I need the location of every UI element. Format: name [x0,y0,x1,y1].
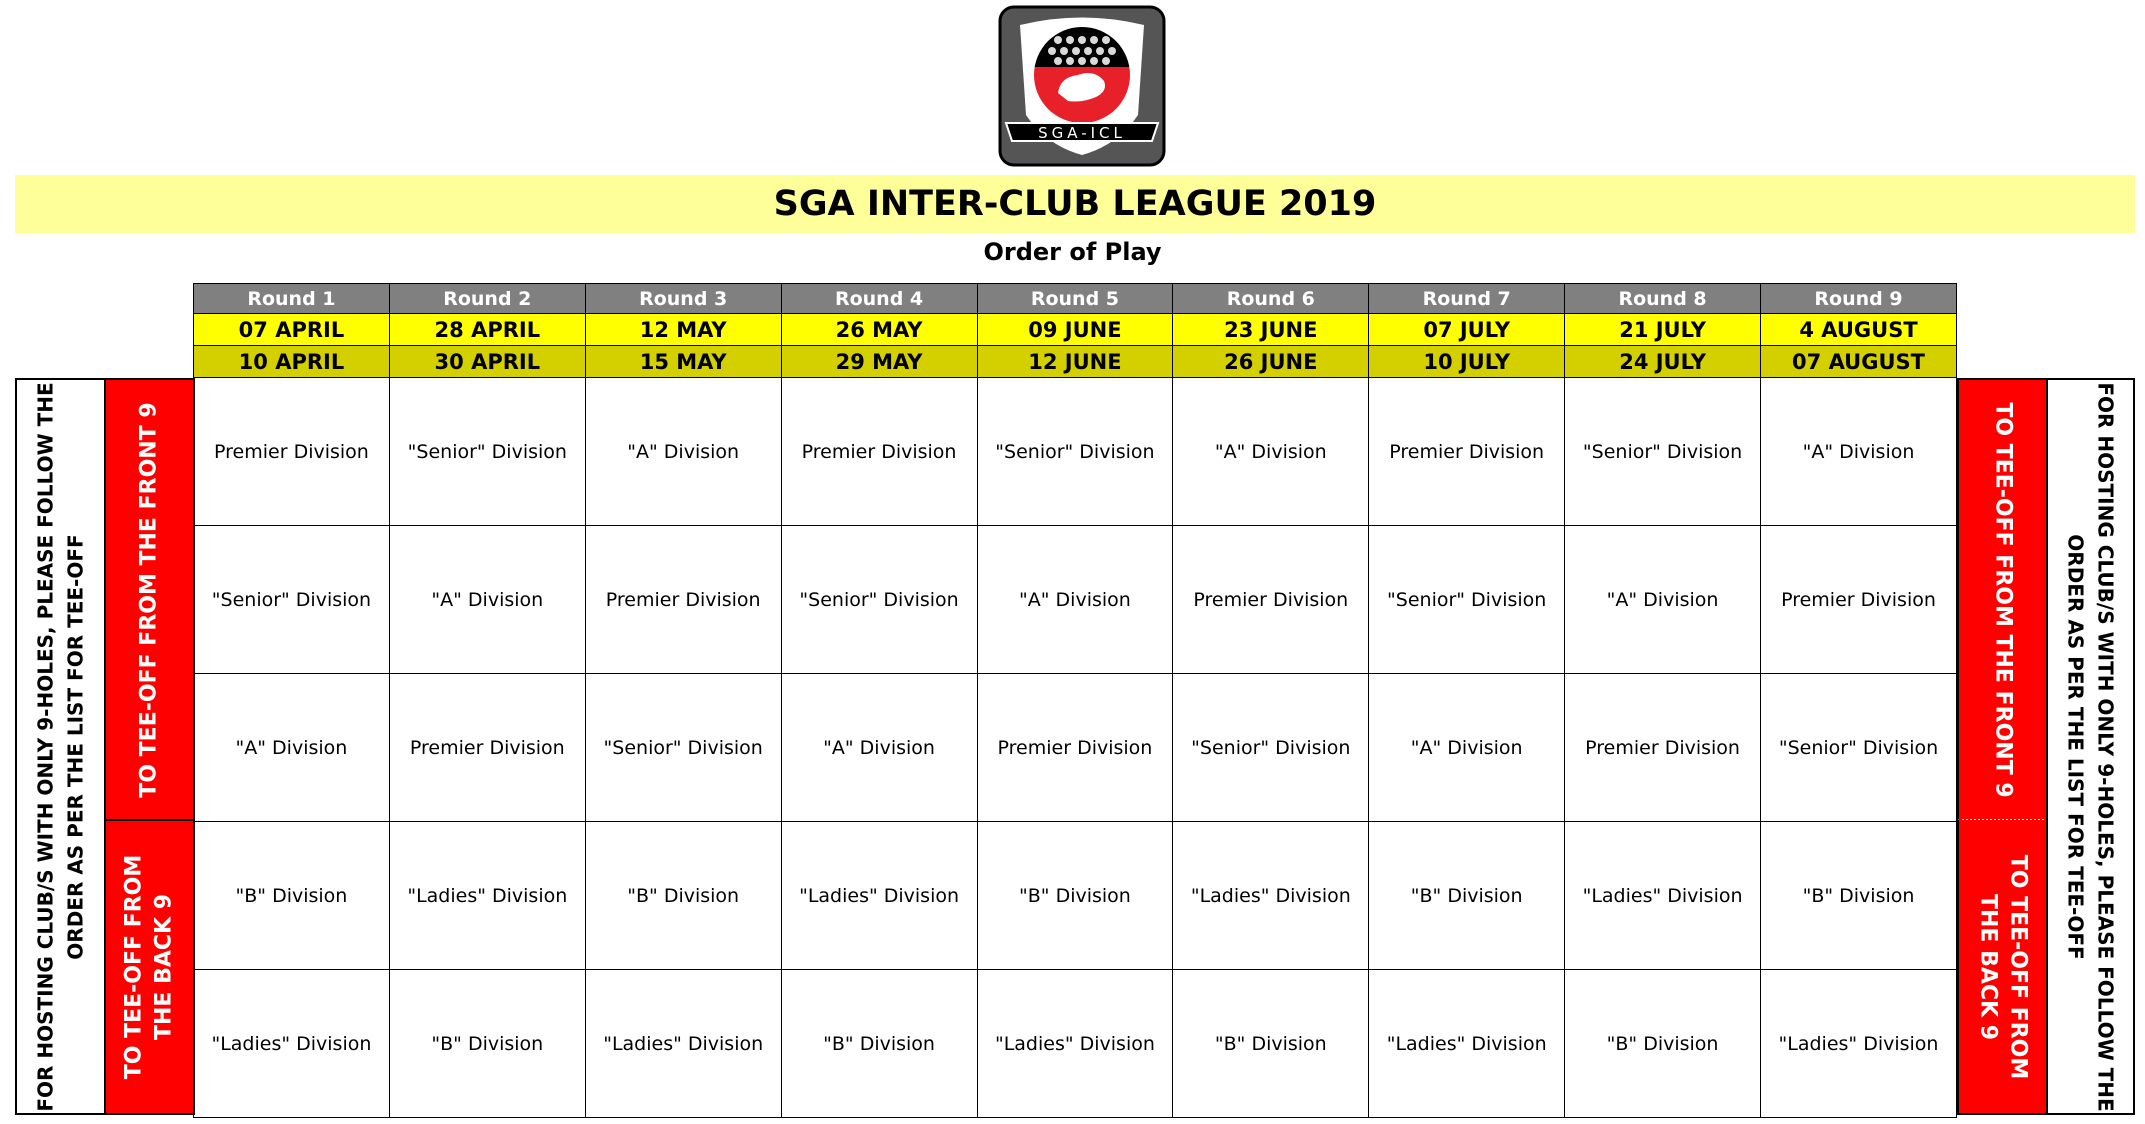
second-date-row-cell: 10 APRIL [193,345,390,378]
table-row-cell: Premier Division [1564,673,1761,822]
page-title: SGA INTER-CLUB LEAGUE 2019 [15,175,2135,233]
second-date-row-cell: 29 MAY [780,345,978,378]
front-nine-label: TO TEE-OFF FROM THE FRONT 9 [104,378,195,821]
table-row-cell: Premier Division [193,377,390,526]
table-row-cell: "A" Division [1368,673,1566,822]
order-of-play-table: Round 1 Round 2 Round 3 Round 4 Round 5 Round… [193,283,1957,1118]
table-row-cell: "A" Division [1760,377,1957,526]
table-row-cell: "B" Division [1172,969,1370,1118]
left-note-line: ORDER AS PER THE LIST FOR TEE-OFF [63,533,88,960]
table-row-cell: "Ladies" Division [780,821,978,970]
table-row-cell: "B" Division [193,821,390,970]
table-row-cell: "Senior" Division [1172,673,1370,822]
table-row-cell: "A" Division [976,525,1174,674]
table-row-cell: Premier Division [976,673,1174,822]
round-header-row-cell: Round 6 [1172,283,1370,314]
table-row-cell: "Senior" Division [193,525,390,674]
table-row-cell: "B" Division [976,821,1174,970]
table-row-cell: "Senior" Division [388,377,586,526]
table-row-cell: Premier Division [780,377,978,526]
round-header-row-cell: Round 7 [1368,283,1566,314]
left-note-line: FOR HOSTING CLUB/S WITH ONLY 9-HOLES, PL… [33,381,58,1112]
round-header-row-cell: Round 5 [976,283,1174,314]
table-row-cell: "Ladies" Division [976,969,1174,1118]
back-label-line: THE BACK 9 [151,893,177,1041]
table-row-cell: "A" Division [780,673,978,822]
table-row-cell: Premier Division [1172,525,1370,674]
sga-icl-logo: SGA-ICL [998,5,1166,167]
table-row-cell: "Senior" Division [780,525,978,674]
back-nine-label-right: TO TEE-OFF FROM THE BACK 9 [1957,820,2048,1115]
second-date-row-cell: 30 APRIL [388,345,586,378]
second-date-row-cell: 24 JULY [1564,345,1761,378]
table-row-cell: Premier Division [1368,377,1566,526]
second-date-row-cell: 12 JUNE [976,345,1174,378]
second-date-row-cell: 07 AUGUST [1760,345,1957,378]
right-note-line: ORDER AS PER THE LIST FOR TEE-OFF [2063,533,2088,960]
right-note-line: FOR HOSTING CLUB/S WITH ONLY 9-HOLES, PL… [2093,381,2118,1112]
back-label-line: TO TEE-OFF FROM [121,854,147,1080]
table-row-cell: "Senior" Division [1760,673,1957,822]
first-date-row-cell: 23 JUNE [1172,313,1370,346]
round-header-row-cell: Round 8 [1564,283,1761,314]
back-label-line: THE BACK 9 [1975,893,2001,1040]
first-date-row-cell: 09 JUNE [976,313,1174,346]
table-row-cell: "Ladies" Division [1172,821,1370,970]
back-nine-label: TO TEE-OFF FROM THE BACK 9 [104,819,195,1115]
second-date-row-cell: 26 JUNE [1172,345,1370,378]
first-date-row-cell: 07 APRIL [193,313,390,346]
first-date-row-cell: 07 JULY [1368,313,1566,346]
round-header-row: Round 1 Round 2 Round 3 Round 4 Round 5 Round… [193,283,1957,314]
first-date-row-cell: 4 AUGUST [1760,313,1957,346]
table-row-cell: "B" Division [388,969,586,1118]
second-date-row-cell: 15 MAY [584,345,782,378]
table-row-cell: "Ladies" Division [1564,821,1761,970]
back-label-line: TO TEE-OFF FROM [2005,854,2031,1079]
round-header-row-cell: Round 2 [388,283,586,314]
table-row: "A" Division Premier Division "Senior" Div… [193,673,1957,822]
first-date-row-cell: 28 APRIL [388,313,586,346]
first-date-row: 07 APRIL 28 APRIL 12 MAY 26 MAY 09 JUNE 23 JU… [193,313,1957,346]
table-row-cell: Premier Division [388,673,586,822]
table-row-cell: "A" Division [1172,377,1370,526]
table-row-cell: "B" Division [1564,969,1761,1118]
table-row-cell: "A" Division [388,525,586,674]
table-row-cell: "Ladies" Division [193,969,390,1118]
right-note: FOR HOSTING CLUB/S WITH ONLY 9-HOLES, PL… [2046,378,2135,1115]
first-date-row-cell: 26 MAY [780,313,978,346]
logo-text: SGA-ICL [1038,124,1126,142]
table-row-cell: Premier Division [1760,525,1957,674]
table-row-cell: "Ladies" Division [584,969,782,1118]
round-header-row-cell: Round 9 [1760,283,1957,314]
table-row-cell: "Senior" Division [1368,525,1566,674]
table-row-cell: "Senior" Division [584,673,782,822]
table-row-cell: "Senior" Division [1564,377,1761,526]
table-row: "B" Division "Ladies" Division "B" Divisio… [193,821,1957,970]
front-nine-label-right: TO TEE-OFF FROM THE FRONT 9 [1957,378,2048,821]
table-row-cell: "B" Division [1760,821,1957,970]
table-row: Premier Division "Senior" Division "A" Div… [193,377,1957,526]
table-row-cell: Premier Division [584,525,782,674]
round-header-row-cell: Round 1 [193,283,390,314]
table-row: "Ladies" Division "B" Division "Ladies" Di… [193,969,1957,1118]
table-row-cell: "B" Division [780,969,978,1118]
table-row: "Senior" Division "A" Division Premier Div… [193,525,1957,674]
table-row-cell: "Senior" Division [976,377,1174,526]
second-date-row: 10 APRIL 30 APRIL 15 MAY 29 MAY 12 JUNE 26 JU… [193,345,1957,378]
table-row-cell: "Ladies" Division [1368,969,1566,1118]
round-header-row-cell: Round 4 [780,283,978,314]
table-row-cell: "A" Division [1564,525,1761,674]
table-row-cell: "Ladies" Division [1760,969,1957,1118]
table-row-cell: "B" Division [584,821,782,970]
first-date-row-cell: 12 MAY [584,313,782,346]
table-row-cell: "B" Division [1368,821,1566,970]
page-subtitle: Order of Play [983,238,1162,266]
table-row-cell: "A" Division [193,673,390,822]
second-date-row-cell: 10 JULY [1368,345,1566,378]
round-header-row-cell: Round 3 [584,283,782,314]
left-note: FOR HOSTING CLUB/S WITH ONLY 9-HOLES, PL… [15,378,106,1115]
table-row-cell: "Ladies" Division [388,821,586,970]
first-date-row-cell: 21 JULY [1564,313,1761,346]
table-row-cell: "A" Division [584,377,782,526]
